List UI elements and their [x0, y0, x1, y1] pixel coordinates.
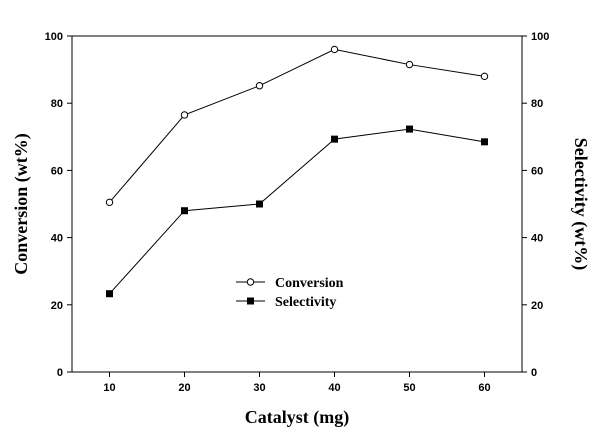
selectivity-point — [106, 290, 113, 298]
legend: Conversion Selectivity — [236, 276, 344, 310]
y-right-tick-label: 0 — [531, 367, 537, 379]
x-tick-label: 60 — [478, 382, 490, 394]
y-right-tick-label: 20 — [531, 300, 543, 312]
y-right-tick-label: 40 — [531, 233, 543, 245]
legend-conversion-label: Conversion — [275, 276, 344, 291]
y-right-tick-label: 80 — [531, 98, 543, 110]
x-tick-label: 10 — [103, 382, 115, 394]
conversion-point — [255, 82, 264, 90]
legend-selectivity-label: Selectivity — [275, 295, 336, 310]
legend-selectivity-marker — [247, 297, 254, 305]
x-axis-label: Catalyst (mg) — [245, 407, 349, 428]
ticks-layer: 0 0 20 20 40 40 60 60 80 80 100 100 10 20 30 40 50 60 — [45, 31, 550, 394]
selectivity-series-line — [109, 128, 485, 295]
y-right-tick-label: 100 — [531, 31, 549, 43]
y-left-tick-label: 100 — [45, 31, 63, 43]
selectivity-point — [481, 138, 488, 146]
legend-conversion-marker — [246, 278, 255, 286]
y-left-tick-label: 0 — [57, 367, 63, 379]
y-left-tick-label: 20 — [51, 300, 63, 312]
selectivity-point — [256, 200, 263, 208]
y-axis-left-label: Conversion (wt%) — [11, 133, 32, 275]
conversion-point — [480, 72, 489, 81]
y-left-tick-label: 40 — [51, 233, 63, 245]
y-axis-right-label: Selectivity (wt%) — [570, 138, 591, 270]
plot-frame — [71, 35, 523, 373]
conversion-point — [105, 198, 114, 207]
x-tick-label: 20 — [178, 382, 190, 394]
conversion-point — [405, 60, 414, 69]
selectivity-point — [181, 207, 188, 215]
y-right-tick-label: 60 — [531, 165, 543, 177]
x-tick-label: 30 — [253, 382, 265, 394]
series-layer — [105, 45, 489, 298]
conversion-point — [180, 111, 189, 119]
x-tick-label: 40 — [328, 382, 340, 394]
y-left-tick-label: 80 — [51, 98, 63, 110]
y-left-tick-label: 60 — [51, 165, 63, 177]
conversion-series-line — [109, 48, 485, 203]
x-tick-label: 50 — [403, 382, 415, 394]
selectivity-point — [331, 135, 338, 143]
selectivity-point — [406, 125, 413, 133]
conversion-point — [330, 45, 339, 54]
